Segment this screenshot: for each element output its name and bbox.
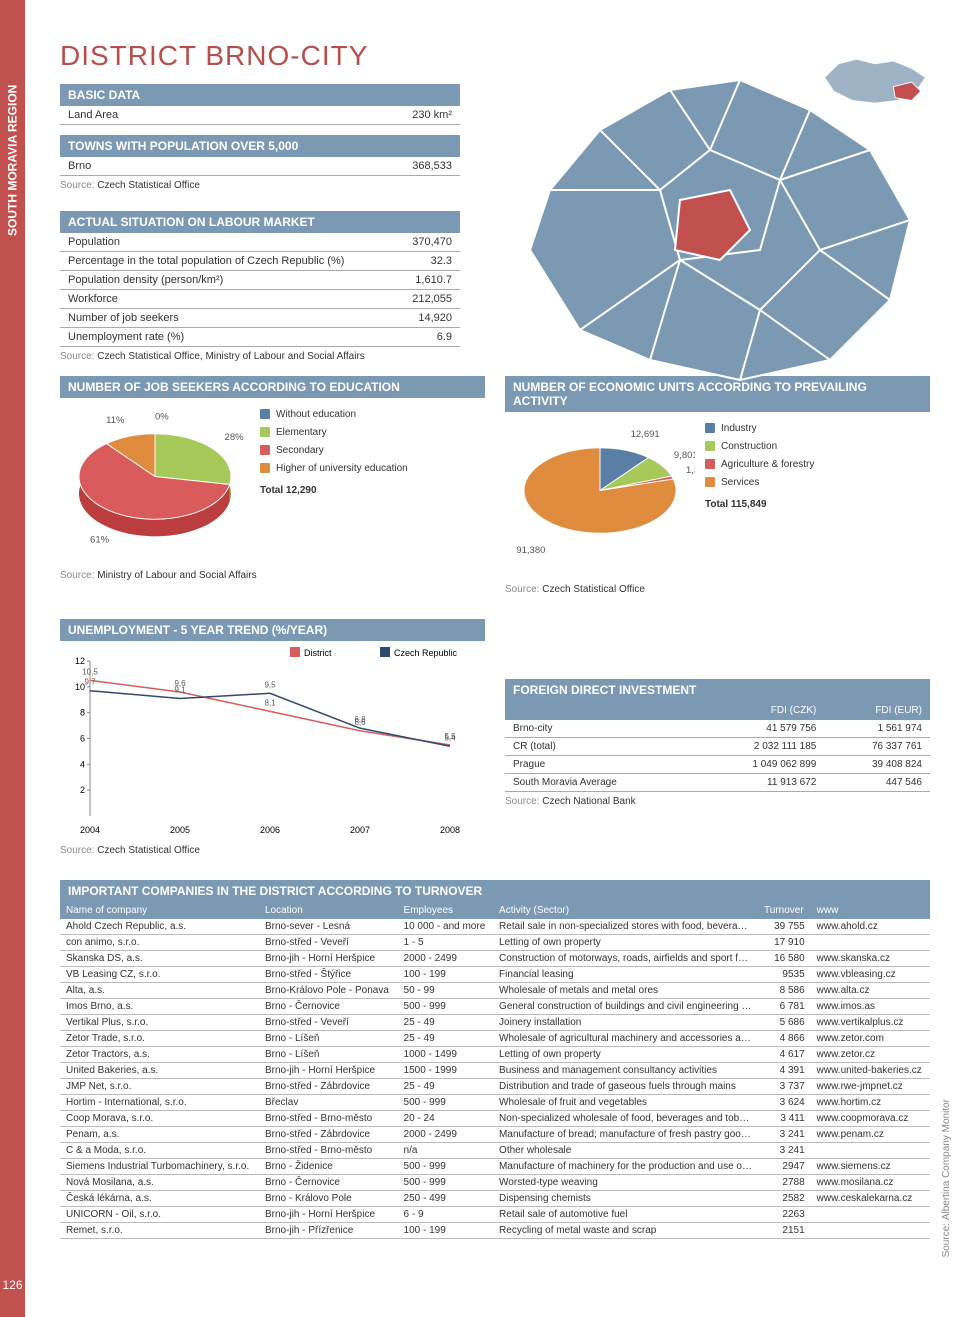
svg-text:8: 8 xyxy=(80,708,85,718)
table-row: UNICORN - Oil, s.r.o.Brno-jih - Horní He… xyxy=(60,1207,930,1223)
svg-text:2006: 2006 xyxy=(260,825,280,835)
table-row: Alta, a.s.Brno-Královo Pole - Ponava50 -… xyxy=(60,983,930,999)
table-row: Ahold Czech Republic, a.s.Brno-sever - L… xyxy=(60,919,930,935)
svg-text:6: 6 xyxy=(80,734,85,744)
table-row: Brno368,533 xyxy=(60,157,460,176)
svg-text:9,7: 9,7 xyxy=(84,678,96,687)
unemployment-line-chart: 246810122004200520062007200810,59,68,16,… xyxy=(60,641,460,841)
svg-text:8,1: 8,1 xyxy=(264,698,276,707)
table-row: Population370,470 xyxy=(60,233,460,252)
side-region-label: SOUTH MORAVIA REGION xyxy=(0,60,25,260)
svg-text:9,801: 9,801 xyxy=(674,450,695,461)
table-row: South Moravia Average11 913 672447 546 xyxy=(505,774,930,792)
table-row: Coop Morava, s.r.o.Brno-střed - Brno-měs… xyxy=(60,1111,930,1127)
page-number: 126 xyxy=(0,1278,25,1292)
svg-text:0%: 0% xyxy=(155,412,169,423)
svg-text:61%: 61% xyxy=(90,535,110,546)
svg-text:2: 2 xyxy=(80,785,85,795)
right-source: Source: Albertina Company Monitor xyxy=(941,1099,952,1257)
education-chart-header: NUMBER OF JOB SEEKERS ACCORDING TO EDUCA… xyxy=(60,376,485,398)
table-row: CR (total)2 032 111 18576 337 761 xyxy=(505,738,930,756)
svg-text:9,1: 9,1 xyxy=(174,685,186,694)
svg-text:2004: 2004 xyxy=(80,825,100,835)
table-row: Number of job seekers14,920 xyxy=(60,309,460,328)
fdi-header: FOREIGN DIRECT INVESTMENT xyxy=(505,679,930,701)
svg-text:12,691: 12,691 xyxy=(631,429,660,440)
svg-text:Czech Republic: Czech Republic xyxy=(394,648,458,658)
education-legend: Without educationElementarySecondaryHigh… xyxy=(260,406,408,500)
education-pie-chart: 0% 28% 61% 11% xyxy=(60,406,250,566)
companies-header: IMPORTANT COMPANIES IN THE DISTRICT ACCO… xyxy=(60,880,930,902)
svg-text:9,5: 9,5 xyxy=(264,680,276,689)
fdi-source: Source: Czech National Bank xyxy=(505,796,930,807)
table-row: Penam, a.s.Brno-střed - Zábrdovice2000 -… xyxy=(60,1127,930,1143)
table-row: Workforce212,055 xyxy=(60,290,460,309)
table-row: Hortim - International, s.r.o.Břeclav500… xyxy=(60,1095,930,1111)
labour-table: Population370,470Percentage in the total… xyxy=(60,233,460,347)
table-row: C & a Moda, s.r.o.Brno-střed - Brno-měst… xyxy=(60,1143,930,1159)
table-row: VB Leasing CZ, s.r.o.Brno-střed - Štýřic… xyxy=(60,967,930,983)
education-source: Source: Ministry of Labour and Social Af… xyxy=(60,570,485,581)
table-row: Siemens Industrial Turbomachinery, s.r.o… xyxy=(60,1159,930,1175)
svg-text:2008: 2008 xyxy=(440,825,460,835)
table-row: Brno-city41 579 7561 561 974 xyxy=(505,720,930,738)
economic-source: Source: Czech Statistical Office xyxy=(505,584,930,595)
basic-data-header: BASIC DATA xyxy=(60,84,460,106)
table-row: JMP Net, s.r.o.Brno-střed - Zábrdovice25… xyxy=(60,1079,930,1095)
svg-text:District: District xyxy=(304,648,332,658)
table-row: Unemployment rate (%)6.9 xyxy=(60,328,460,347)
svg-text:4: 4 xyxy=(80,759,85,769)
towns-source: Source: Czech Statistical Office xyxy=(60,180,460,191)
towns-header: TOWNS WITH POPULATION OVER 5,000 xyxy=(60,135,460,157)
table-row: United Bakeries, a.s.Brno-jih - Horní He… xyxy=(60,1063,930,1079)
economic-pie-chart: 12,691 9,801 1,340 91,380 xyxy=(505,420,695,580)
svg-text:6,8: 6,8 xyxy=(354,715,366,724)
labour-source: Source: Czech Statistical Office, Minist… xyxy=(60,351,460,362)
svg-text:10,5: 10,5 xyxy=(82,667,98,676)
table-row: Imos Brno, a.s.Brno - Černovice500 - 999… xyxy=(60,999,930,1015)
svg-text:28%: 28% xyxy=(225,432,245,443)
svg-text:1,340: 1,340 xyxy=(686,465,695,476)
svg-text:5,4: 5,4 xyxy=(444,733,456,742)
svg-text:91,380: 91,380 xyxy=(516,545,545,556)
table-row: Land Area230 km² xyxy=(60,106,460,125)
unemployment-source: Source: Czech Statistical Office xyxy=(60,845,485,856)
table-row: Vertikal Plus, s.r.o.Brno-střed - Veveří… xyxy=(60,1015,930,1031)
table-row: con animo, s.r.o.Brno-střed - Veveří1 - … xyxy=(60,935,930,951)
table-row: Population density (person/km²)1,610.7 xyxy=(60,271,460,290)
basic-data-table: Land Area230 km² xyxy=(60,106,460,125)
table-row: Remet, s.r.o.Brno-jih - Přízřenice100 - … xyxy=(60,1223,930,1239)
table-row: Prague1 049 062 89939 408 824 xyxy=(505,756,930,774)
unemployment-header: UNEMPLOYMENT - 5 YEAR TREND (%/YEAR) xyxy=(60,619,485,641)
table-row: Nová Mosilana, a.s.Brno - Černovice500 -… xyxy=(60,1175,930,1191)
table-row: Percentage in the total population of Cz… xyxy=(60,252,460,271)
svg-text:12: 12 xyxy=(75,656,85,666)
towns-table: Brno368,533 xyxy=(60,157,460,176)
table-row: Česká lékárna, a.s.Brno - Královo Pole25… xyxy=(60,1191,930,1207)
economic-legend: IndustryConstructionAgriculture & forest… xyxy=(705,420,814,514)
svg-text:11%: 11% xyxy=(106,415,125,426)
svg-text:2005: 2005 xyxy=(170,825,190,835)
region-map xyxy=(510,50,930,390)
labour-header: ACTUAL SITUATION ON LABOUR MARKET xyxy=(60,211,460,233)
table-row: Zetor Trade, s.r.o.Brno - Líšeň25 - 49Wh… xyxy=(60,1031,930,1047)
companies-table: Name of companyLocationEmployeesActivity… xyxy=(60,902,930,1239)
svg-text:2007: 2007 xyxy=(350,825,370,835)
fdi-table: FDI (CZK)FDI (EUR)Brno-city41 579 7561 5… xyxy=(505,701,930,792)
table-row: Zetor Tractors, a.s.Brno - Líšeň1000 - 1… xyxy=(60,1047,930,1063)
table-row: Skanska DS, a.s.Brno-jih - Horní Heršpic… xyxy=(60,951,930,967)
